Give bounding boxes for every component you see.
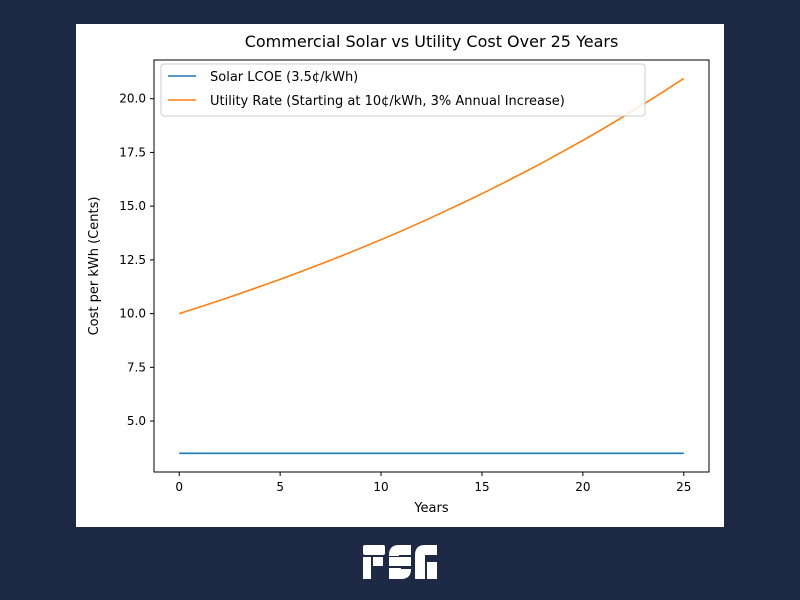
chart-title: Commercial Solar vs Utility Cost Over 25…: [245, 32, 619, 51]
x-tick-label: 10: [373, 480, 388, 494]
chart-panel: Commercial Solar vs Utility Cost Over 25…: [76, 24, 724, 527]
line-chart: Commercial Solar vs Utility Cost Over 25…: [87, 32, 710, 516]
legend-label-0: Solar LCOE (3.5¢/kWh): [210, 70, 358, 85]
y-tick-label: 12.5: [119, 253, 146, 267]
x-axis-label: Years: [413, 501, 449, 516]
y-tick-label: 5.0: [127, 414, 146, 428]
y-tick-label: 15.0: [119, 199, 146, 213]
y-tick-label: 7.5: [127, 360, 146, 374]
x-tick-label: 25: [676, 480, 691, 494]
y-tick-label: 20.0: [119, 92, 146, 106]
x-tick-label: 15: [474, 480, 489, 494]
y-tick-label: 10.0: [119, 307, 146, 321]
fsg-logo: [363, 545, 437, 579]
x-tick-label: 20: [575, 480, 590, 494]
x-tick-label: 0: [175, 480, 183, 494]
y-tick-label: 17.5: [119, 145, 146, 159]
legend-box: [160, 63, 646, 117]
y-axis-label: Cost per kWh (Cents): [87, 197, 102, 336]
x-tick-label: 5: [276, 480, 284, 494]
series-line-1: [178, 77, 685, 315]
plot-area-frame: [153, 59, 710, 473]
legend-label-1: Utility Rate (Starting at 10¢/kWh, 3% An…: [210, 94, 565, 109]
